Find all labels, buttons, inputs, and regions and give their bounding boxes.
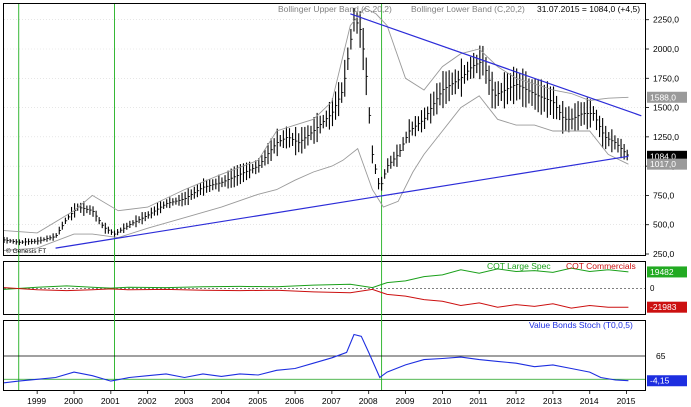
price-tick-label: 750,0: [653, 190, 675, 200]
bollinger-lower-band-line: [3, 95, 629, 251]
x-tick-label: 2007: [322, 396, 341, 406]
x-tick-label: 2012: [506, 396, 525, 406]
x-tick-label: 2008: [359, 396, 378, 406]
cot-large-spec-label: COT Large Spec: [487, 261, 551, 271]
legend-lower-band: Bollinger Lower Band (C,20,2): [411, 4, 525, 14]
price-tick-label: 1500,0: [653, 103, 679, 113]
cot-value-tag: 19482: [650, 267, 674, 277]
legend-upper-band: Bollinger Upper Band (C,20,2): [278, 4, 392, 14]
x-tick-label: 2004: [211, 396, 230, 406]
x-tick-label: 2006: [285, 396, 304, 406]
legend-quote: 31.07.2015 = 1084,0 (+4,5): [537, 4, 640, 14]
cot-panel-frame: [3, 261, 646, 315]
price-value-tag-bg: [647, 150, 687, 162]
price-tick-label: 250,0: [653, 249, 675, 259]
stoch-level-label: 65: [656, 351, 666, 361]
cot-zero-label: 0: [650, 284, 655, 293]
stoch-line: [3, 333, 629, 384]
x-tick-label: 2003: [175, 396, 194, 406]
x-tick-label: 2010: [432, 396, 451, 406]
x-tick-label: 2000: [64, 396, 83, 406]
price-tick-label: 1750,0: [653, 73, 679, 83]
price-value-tag: 1017,0: [650, 159, 676, 169]
x-tick-label: 2002: [138, 396, 157, 406]
price-panel-frame: [3, 3, 646, 256]
stoch-value-tag-bg: [647, 375, 687, 387]
axis-layer: 2250,02000,01750,01500,01250,01000,0750,…: [27, 15, 687, 406]
bollinger-upper-band-line: [3, 7, 629, 234]
price-value-tag: 1084,0: [650, 151, 676, 161]
x-tick-label: 2001: [101, 396, 120, 406]
trendline-resistance: [350, 13, 642, 117]
price-value-tag-bg: [647, 91, 687, 103]
x-tick-label: 2013: [543, 396, 562, 406]
stoch-value-tag: -4,15: [650, 376, 670, 386]
x-tick-label: 2009: [396, 396, 415, 406]
price-tick-label: 2250,0: [653, 15, 679, 25]
cot-value-tag-bg: [647, 266, 687, 278]
x-tick-label: 2011: [469, 396, 488, 406]
cot-commercials-line: [3, 287, 629, 309]
x-tick-label: 2005: [248, 396, 267, 406]
stoch-title: Value Bonds Stoch (T0,0,5): [529, 320, 633, 330]
cot-large-spec-line: [3, 267, 629, 290]
price-value-tag-bg: [647, 158, 687, 170]
price-tick-label: 500,0: [653, 220, 675, 230]
x-tick-label: 1999: [27, 396, 46, 406]
stoch-panel-frame: [3, 320, 646, 391]
series-layer: [3, 7, 642, 384]
cot-value-tag: -21983: [650, 302, 677, 312]
source-label: © Genesis FT: [6, 247, 46, 255]
trendline-support: [55, 155, 629, 249]
price-value-tag: 1588,0: [650, 92, 676, 102]
price-tick-label: 2000,0: [653, 44, 679, 54]
cot-value-tag-bg: [647, 301, 687, 313]
price-tick-label: 1250,0: [653, 132, 679, 142]
x-tick-label: 2015: [617, 396, 636, 406]
x-tick-label: 2014: [580, 396, 599, 406]
cot-commercials-label: COT Commercials: [566, 261, 636, 271]
